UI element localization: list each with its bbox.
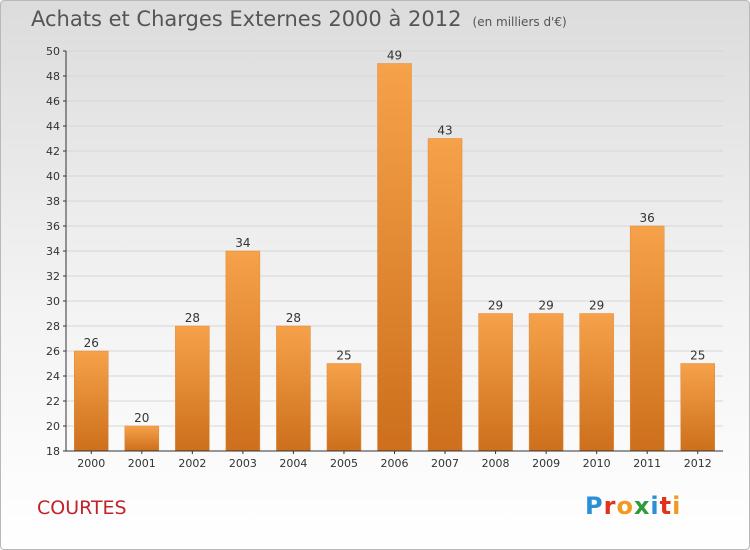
bar-2008: [478, 313, 513, 452]
y-tick-label: 44: [46, 120, 60, 133]
y-tick-label: 38: [46, 195, 60, 208]
value-label: 43: [437, 124, 452, 138]
logo-letter: i: [650, 492, 660, 520]
y-tick-label: 42: [46, 145, 60, 158]
bars: [74, 63, 715, 452]
y-tick-label: 26: [46, 345, 60, 358]
bar-2012: [680, 363, 715, 452]
bar-2003: [225, 250, 261, 452]
y-tick-label: 28: [46, 320, 60, 333]
logo-letter: P: [585, 492, 604, 520]
y-tick-label: 50: [46, 45, 60, 58]
y-tick-label: 20: [46, 420, 60, 433]
bar-2007: [427, 138, 463, 452]
value-label: 25: [690, 349, 705, 363]
x-tick-label: 2003: [229, 457, 257, 470]
bar-2002: [175, 325, 210, 452]
x-tick-label: 2000: [77, 457, 105, 470]
y-tick-label: 48: [46, 70, 60, 83]
axes: 18 20 22 24 26 28 30 32 34 36 38 40 42 44 46 48 50 2000 20…: [46, 45, 723, 470]
value-label: 26: [84, 336, 99, 350]
logo-letter: x: [633, 492, 651, 520]
town-name: COURTES: [37, 497, 127, 519]
value-label: 28: [185, 311, 200, 325]
y-tick-label: 22: [46, 395, 60, 408]
value-label: 29: [538, 299, 553, 313]
value-label: 36: [640, 211, 655, 225]
bar-2000: [74, 350, 109, 452]
bar-2004: [276, 325, 311, 452]
x-tick-label: 2008: [482, 457, 510, 470]
y-tick-label: 36: [46, 220, 60, 233]
value-label: 29: [488, 299, 503, 313]
y-tick-label: 30: [46, 295, 60, 308]
chart-title-block: Achats et Charges Externes 2000 à 2012 (…: [31, 7, 567, 31]
value-label: 29: [589, 299, 604, 313]
x-tick-label: 2007: [431, 457, 459, 470]
value-label: 34: [235, 236, 250, 250]
x-tick-label: 2009: [532, 457, 560, 470]
y-tick-label: 32: [46, 270, 60, 283]
logo-letter: r: [603, 492, 617, 520]
bar-2005: [326, 363, 362, 452]
x-tick-label: 2012: [684, 457, 712, 470]
y-tick-label: 18: [46, 445, 60, 458]
y-tick-label: 46: [46, 95, 60, 108]
x-tick-label: 2004: [279, 457, 307, 470]
logo-letter: o: [616, 492, 634, 520]
proxiti-logo[interactable]: Proxiti: [585, 492, 681, 520]
bar-2006: [377, 63, 412, 452]
x-tick-label: 2006: [381, 457, 409, 470]
data-labels: 26 20 28 34 28 25 49 43 29 29 29 36 25: [84, 49, 706, 426]
x-tick-label: 2010: [583, 457, 611, 470]
bar-2010: [579, 313, 614, 452]
value-label: 20: [134, 411, 149, 425]
bar-2009: [528, 313, 564, 452]
x-tick-label: 2005: [330, 457, 358, 470]
x-tick-label: 2011: [633, 457, 661, 470]
bar-2011: [629, 225, 665, 452]
bar-2001: [124, 425, 160, 452]
chart-title: Achats et Charges Externes 2000 à 2012: [31, 7, 462, 31]
chart-unit: (en milliers d'€): [472, 15, 567, 29]
x-tick-label: 2001: [128, 457, 156, 470]
value-label: 28: [286, 311, 301, 325]
value-label: 25: [336, 349, 351, 363]
y-tick-label: 40: [46, 170, 60, 183]
x-tick-label: 2002: [178, 457, 206, 470]
logo-letter: i: [672, 492, 682, 520]
logo-letter: t: [659, 492, 673, 520]
y-tick-label: 34: [46, 245, 60, 258]
value-label: 49: [387, 49, 402, 63]
y-tick-label: 24: [46, 370, 60, 383]
